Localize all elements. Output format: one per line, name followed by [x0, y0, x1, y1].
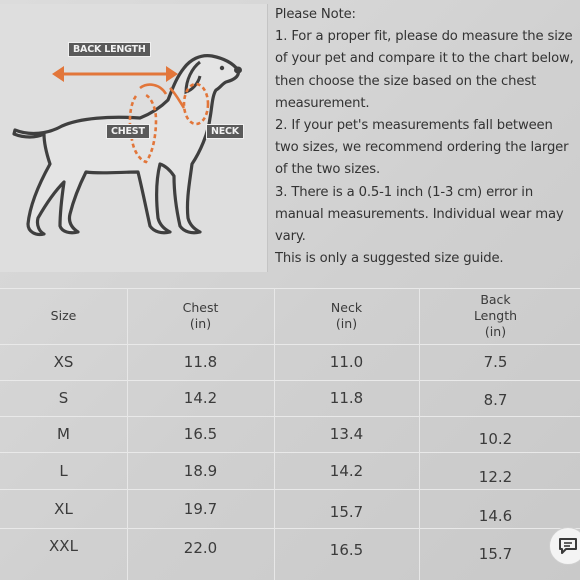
table-divider: [419, 288, 420, 580]
dog-measurement-diagram: BACK LENGTH CHEST NECK: [0, 4, 268, 272]
size-cell: XXL: [49, 537, 78, 555]
table-divider: [274, 288, 275, 580]
table-divider: [0, 344, 580, 345]
header-neck-line1: Neck: [330, 300, 363, 315]
header-back-line2: Length: [473, 308, 518, 323]
header-chest-line1: Chest: [182, 300, 219, 315]
header-chest-line2: (in): [189, 316, 212, 331]
neck-cell: 14.2: [329, 461, 364, 480]
size-cell: S: [58, 389, 69, 407]
back-length-cell: 10.2: [478, 430, 513, 448]
size-cell: M: [57, 425, 70, 443]
header-chest: Chest (in): [127, 288, 274, 344]
back-length-label: BACK LENGTH: [68, 42, 151, 57]
neck-cell: 13.4: [329, 425, 364, 443]
chat-icon: [559, 538, 577, 554]
chest-cell: 19.7: [183, 499, 218, 518]
header-neck-line2: (in): [335, 316, 358, 331]
size-cell: L: [59, 461, 68, 480]
header-back-length: Back Length (in): [419, 288, 572, 344]
table-divider: [127, 288, 128, 580]
dog-illustration: [12, 54, 242, 237]
table-divider: [0, 288, 580, 289]
table-divider: [0, 528, 580, 529]
chest-label: CHEST: [106, 124, 150, 139]
size-notes: Please Note: 1. For a proper fit, please…: [275, 4, 575, 270]
table-divider: [0, 380, 580, 381]
chest-cell: 14.2: [183, 389, 218, 407]
back-length-cell: 15.7: [478, 545, 513, 563]
header-neck: Neck (in): [274, 288, 419, 344]
neck-cell: 11.0: [329, 353, 364, 371]
notes-heading: Please Note:: [275, 7, 356, 22]
neck-cell: 11.8: [329, 389, 364, 407]
chest-cell: 22.0: [183, 539, 218, 557]
neck-cell: 16.5: [329, 541, 364, 559]
note-item: 1. For a proper fit, please do measure t…: [275, 29, 574, 111]
header-back-line3: (in): [484, 324, 507, 339]
size-cell: XS: [53, 353, 74, 371]
note-item: 3. There is a 0.5-1 inch (1-3 cm) error …: [275, 184, 564, 245]
header-back-line1: Back: [480, 292, 511, 307]
table-divider: [0, 489, 580, 490]
back-length-cell: 12.2: [478, 468, 513, 486]
notes-footer: This is only a suggested size guide.: [275, 251, 504, 267]
back-length-cell: 8.7: [483, 391, 508, 409]
neck-cell: 15.7: [329, 502, 364, 521]
header-size-text: Size: [50, 308, 77, 323]
chest-cell: 11.8: [183, 353, 218, 371]
chest-cell: 18.9: [183, 461, 218, 480]
back-length-cell: 14.6: [478, 507, 513, 525]
note-item: 2. If your pet's measurements fall betwe…: [275, 118, 569, 178]
size-cell: XL: [54, 499, 73, 518]
table-divider: [0, 452, 580, 453]
chest-cell: 16.5: [183, 425, 218, 443]
table-divider: [0, 416, 580, 417]
chat-button[interactable]: [549, 527, 580, 565]
neck-label: NECK: [206, 124, 244, 139]
header-size: Size: [0, 288, 127, 344]
back-length-cell: 7.5: [483, 353, 508, 371]
